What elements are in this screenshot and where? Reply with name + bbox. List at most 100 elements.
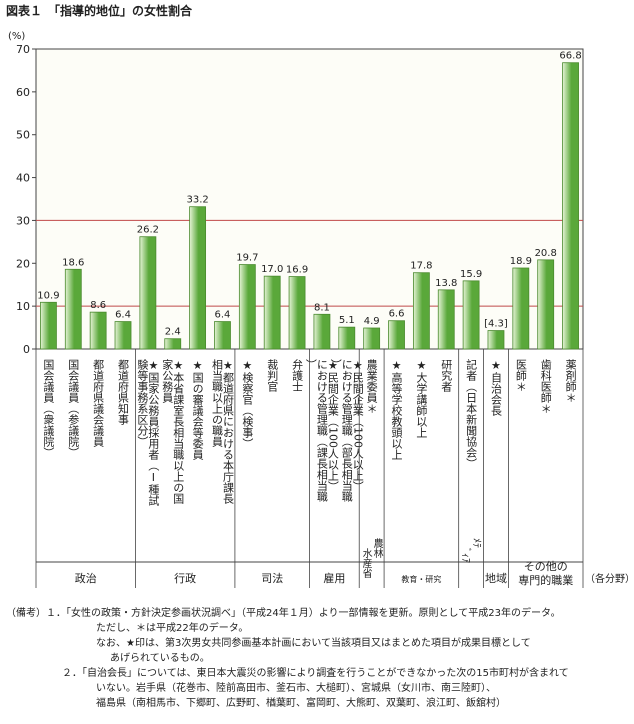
value-label: 66.8 <box>559 51 581 62</box>
group-label: 地域 <box>485 572 507 585</box>
y-tick-label: 60 <box>16 86 30 99</box>
group-label: 司法 <box>261 571 283 585</box>
group-label: ﾒﾃ <box>471 538 482 548</box>
category-label: ★民間企業（100人以上） <box>326 359 339 492</box>
bar <box>139 236 157 350</box>
reference-lines <box>36 219 583 307</box>
category-label: 験等事務系区分） <box>136 358 149 447</box>
category-label: ） <box>329 359 342 370</box>
category-label: ★自治会長 <box>489 359 502 417</box>
category-label: ★都道府県における本庁課長 <box>221 359 234 505</box>
bar <box>388 320 405 350</box>
value-label: 26.2 <box>137 225 159 236</box>
plot-frame <box>35 48 584 350</box>
bar <box>164 338 182 350</box>
bar <box>114 321 132 350</box>
value-label: 15.9 <box>460 269 482 280</box>
note-line: （備考）１．「女性の政策・方針決定参画状況調べ」（平成24年１月）より一部情報を… <box>6 608 561 619</box>
value-label: 17.8 <box>410 261 432 272</box>
value-label: 8.1 <box>314 302 330 313</box>
note-line: いない。岩手県（花巻市、陸前高田市、釜石市、大槌町）、宮城県（女川市、南三陸町）… <box>96 683 496 694</box>
bar <box>263 275 281 350</box>
category-label: ★高等学校教頭以上 <box>390 359 403 460</box>
value-label: 5.1 <box>339 315 355 326</box>
value-label: 18.9 <box>510 256 532 267</box>
group-label: 農林 <box>371 537 383 559</box>
notes: （備考）１．「女性の政策・方針決定参画状況調べ」（平成24年１月）より一部情報を… <box>6 606 628 711</box>
category-label: ★本省課室長相当職以上の国 <box>172 359 185 505</box>
value-label: 2.4 <box>165 327 181 338</box>
value-label: 20.8 <box>535 248 557 259</box>
note-line: ２．「自治会長」については、東日本大震災の影響により調査を行うことができなかった… <box>62 668 569 679</box>
bar <box>288 276 306 350</box>
y-tick-label: 20 <box>16 257 30 270</box>
bar <box>40 301 57 350</box>
bar <box>64 268 82 350</box>
bar <box>313 313 331 350</box>
category-label: 裁判官 <box>266 359 279 393</box>
y-tick-label: 30 <box>16 214 30 227</box>
category-labels: 国会議員（衆議院） 国会議員（参議院） 都道府県議会議員 都道府県知事 ★国家公務員採用… <box>42 358 577 506</box>
value-label: 18.6 <box>62 257 84 268</box>
category-label: 薬剤師＊ <box>564 359 577 403</box>
value-label: 33.2 <box>186 195 208 206</box>
bar <box>487 330 505 350</box>
category-label: 農業委員＊ <box>365 358 378 414</box>
category-label: ★大学講師以上 <box>415 359 428 438</box>
value-label: 6.4 <box>115 310 131 321</box>
category-label: 研究者 <box>440 359 453 393</box>
group-label: 専門的職業 <box>518 573 573 587</box>
category-label: ★国の審議会等委員 <box>191 359 204 461</box>
y-tick-label: 10 <box>16 300 30 313</box>
note-line: なお、★印は、第3次男女共同参画基本計画において当該項目又はまとめた項目が成果目… <box>96 638 531 649</box>
value-label: 13.8 <box>435 278 457 289</box>
bars <box>40 62 579 350</box>
category-label: 歯科医師＊ <box>539 359 552 414</box>
category-label: 家公務員 <box>161 358 174 404</box>
value-label: 6.6 <box>389 309 405 320</box>
bar <box>238 264 256 350</box>
value-label: 16.9 <box>286 265 308 276</box>
value-label: 4.9 <box>364 316 380 327</box>
bar <box>89 311 107 350</box>
category-label: 記者（日本新聞協会） <box>465 358 478 469</box>
y-tick-label: 40 <box>16 172 30 185</box>
category-label: 都道府県議会議員 <box>92 359 105 448</box>
category-label: 弁護士 <box>291 358 304 392</box>
y-tick-label: 0 <box>23 343 30 356</box>
value-label: 10.9 <box>37 290 59 301</box>
category-label: 国会議員（衆議院） <box>42 359 55 458</box>
category-label: ★民間企業（100人以上） <box>351 359 364 492</box>
category-label: における管理職（部長相当職 <box>340 359 353 502</box>
group-label: 雇用 <box>323 571 345 585</box>
value-labels: 10.9 18.6 8.6 6.4 26.2 2.4 33.2 6.4 19.717.0 16.9… <box>37 51 581 338</box>
bar <box>412 272 430 350</box>
group-label: 教育・研究 <box>401 574 441 584</box>
y-axis-unit: (%) <box>8 31 25 42</box>
bar <box>214 321 231 350</box>
chart-area: 0 10 20 30 40 50 60 70 (%) 10.9 18.6 8.6 6.4 26.2 2.… <box>8 31 634 588</box>
bar <box>338 326 356 350</box>
category-label: ★国家公務員採用者（Ⅰ種試 <box>147 359 160 506</box>
category-label: 国会議員（参議院） <box>67 359 80 458</box>
value-label: [4.3] <box>484 319 508 330</box>
category-label: 医師＊ <box>514 359 527 392</box>
value-label: 17.0 <box>261 264 283 275</box>
bar <box>189 206 207 350</box>
note-line: あげられているもの。 <box>110 653 210 664</box>
note-line: ただし、＊は平成22年のデータ。 <box>96 623 249 634</box>
category-label: 都道府県知事 <box>117 359 130 425</box>
note-line: 福島県（南相馬市、下郷町、広野町、楢葉町、富岡町、大熊町、双葉町、浪江町、飯舘村… <box>96 698 506 709</box>
group-label: 水産省 <box>360 548 372 579</box>
bar <box>537 259 555 350</box>
group-label: その他の <box>524 560 568 573</box>
bar <box>437 289 455 350</box>
category-label: 相当職以上の職員 <box>210 359 223 448</box>
category-label: における管理職（課長相当職 <box>315 359 328 502</box>
group-label: 行政 <box>174 571 196 585</box>
group-label: ﾞｨｱ <box>460 548 472 563</box>
chart-title: 図表１ 「指導的地位」の女性割合 <box>6 4 193 18</box>
bar <box>512 267 530 350</box>
category-label: ★検察官（検事） <box>241 359 254 449</box>
